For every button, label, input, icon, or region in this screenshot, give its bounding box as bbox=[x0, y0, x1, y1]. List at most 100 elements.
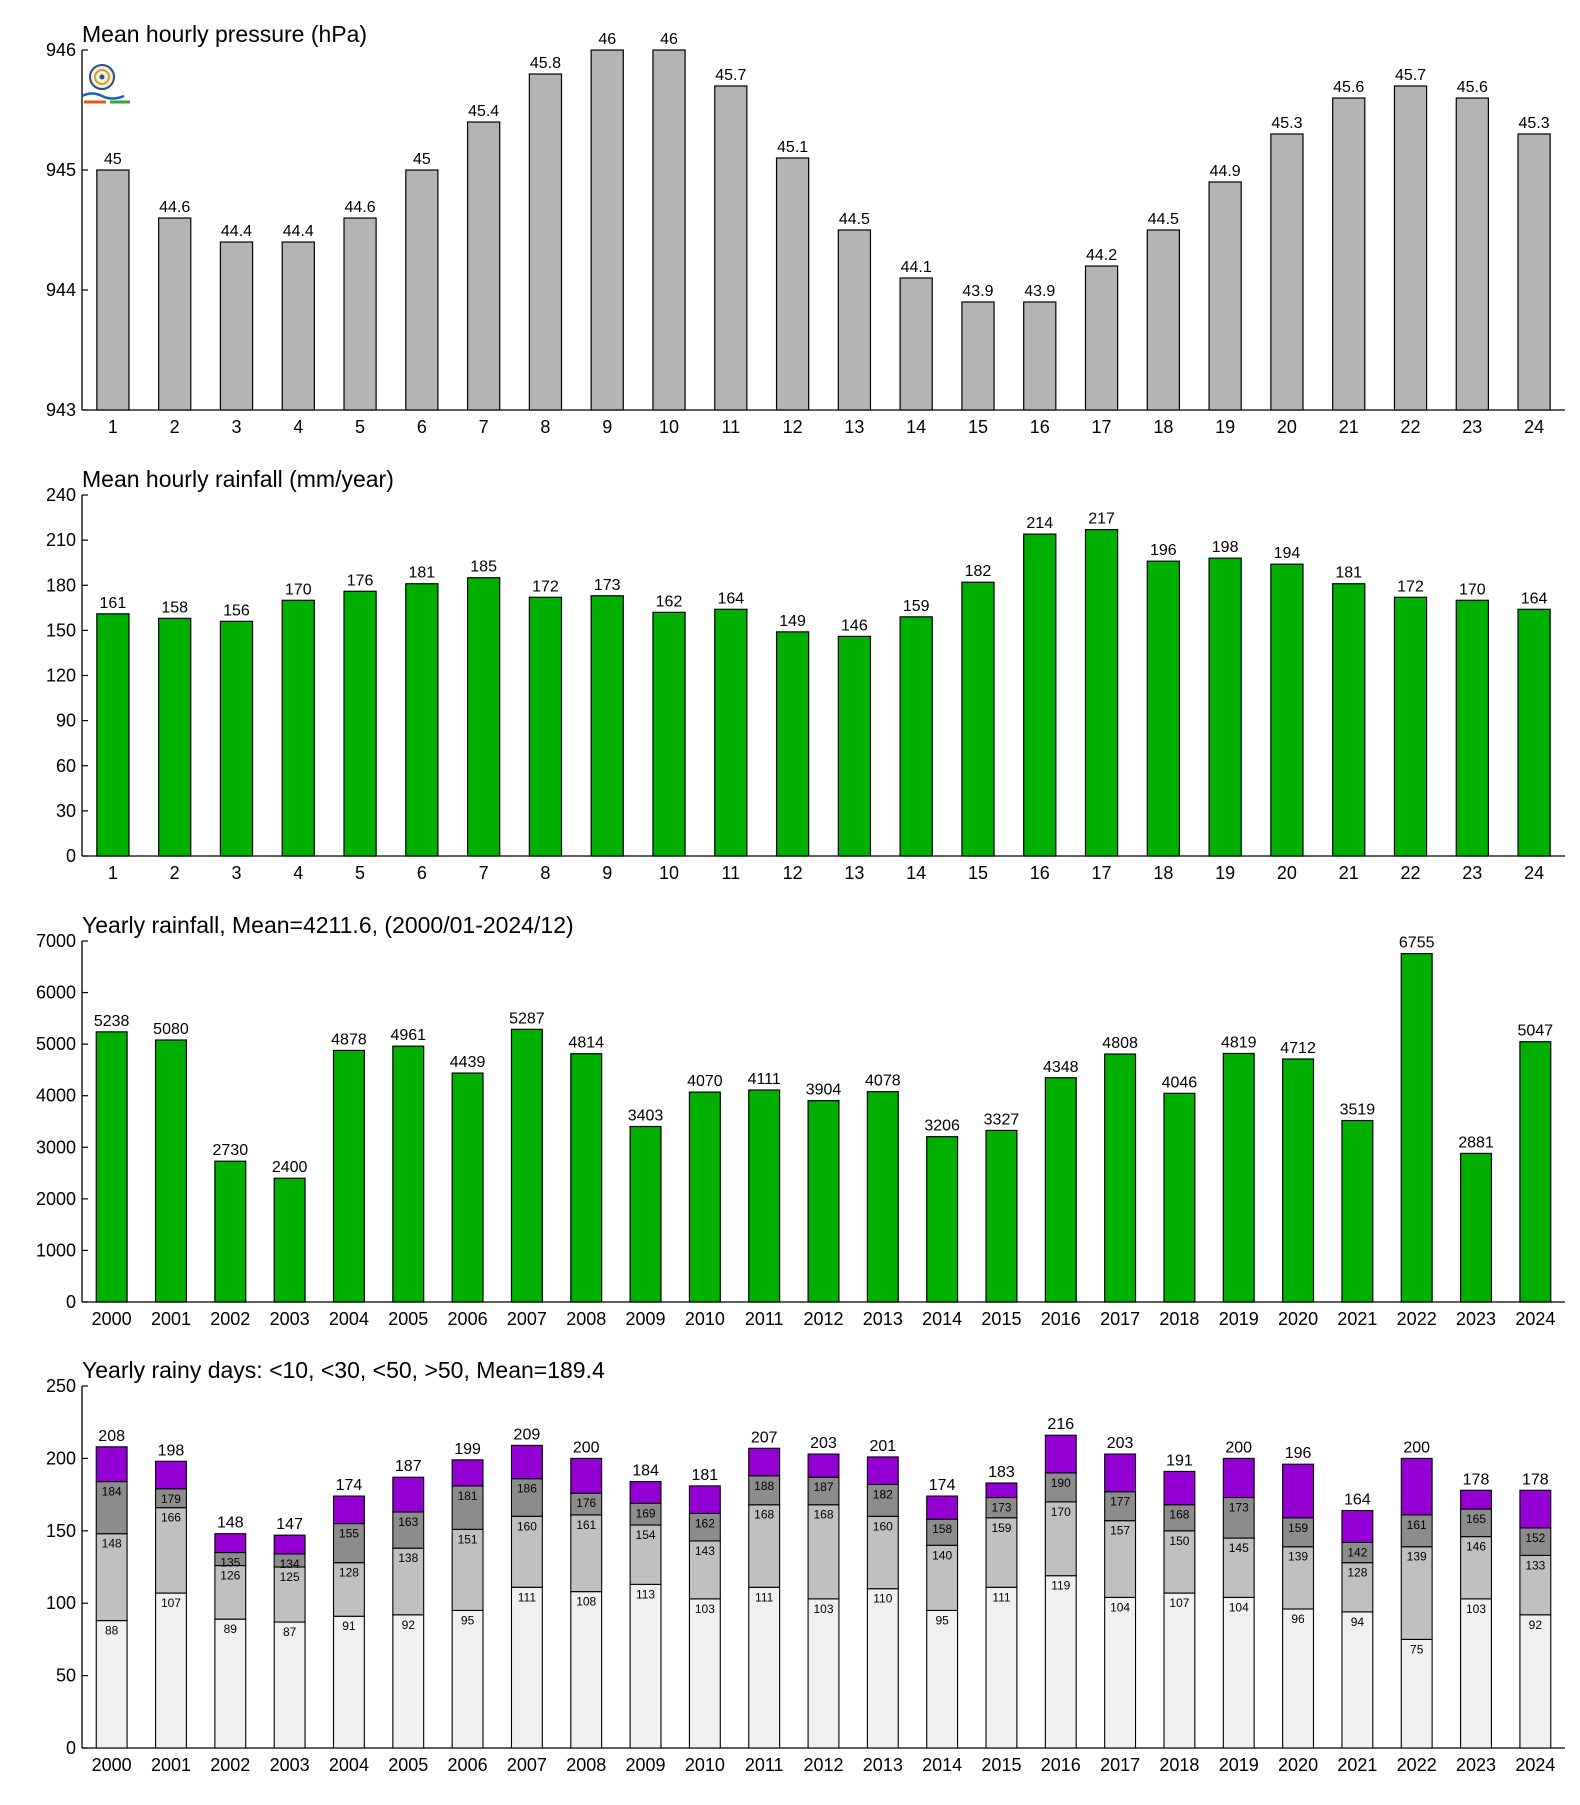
bar bbox=[629, 1125, 662, 1303]
bar-segment-lt10 bbox=[748, 1586, 781, 1749]
bar-value-label: 161 bbox=[100, 595, 127, 612]
y-tick-label: 6000 bbox=[36, 983, 76, 1003]
segment-value-label: 111 bbox=[755, 1590, 774, 1604]
bar-segment-gt50 bbox=[1341, 1509, 1374, 1543]
x-tick-label: 2004 bbox=[329, 1755, 369, 1775]
bar-segment-lt30 bbox=[1044, 1501, 1077, 1577]
bar-value-label: 3519 bbox=[1340, 1102, 1376, 1119]
segment-value-label: 145 bbox=[1229, 1541, 1249, 1555]
x-tick-label: 2017 bbox=[1100, 1755, 1140, 1775]
bar-segment-lt50 bbox=[95, 1481, 128, 1535]
bar-segment-lt30 bbox=[1400, 1546, 1433, 1640]
chart-title: Mean hourly pressure (hPa) bbox=[82, 21, 367, 47]
bar bbox=[961, 581, 995, 857]
bar-segment-lt10 bbox=[1222, 1596, 1255, 1749]
x-tick-label: 6 bbox=[417, 863, 427, 883]
x-tick-label: 21 bbox=[1339, 417, 1359, 437]
x-tick-label: 2021 bbox=[1337, 1755, 1377, 1775]
x-tick-label: 7 bbox=[479, 417, 489, 437]
bar-value-label: 2881 bbox=[1458, 1134, 1494, 1151]
bar-value-label: 45.6 bbox=[1457, 79, 1488, 96]
bar bbox=[1459, 1152, 1493, 1303]
bar-segment-lt10 bbox=[214, 1618, 247, 1749]
bar-segment-lt10 bbox=[926, 1609, 959, 1749]
bar bbox=[1517, 133, 1551, 411]
x-tick-label: 9 bbox=[602, 417, 612, 437]
bar-value-label: 4348 bbox=[1043, 1059, 1079, 1076]
x-tick-label: 2007 bbox=[507, 1755, 547, 1775]
segment-value-label: 158 bbox=[932, 1522, 952, 1536]
y-tick-label: 120 bbox=[46, 666, 76, 686]
bar bbox=[775, 631, 810, 857]
bar-segment-lt10 bbox=[510, 1586, 543, 1749]
y-tick-label: 2000 bbox=[36, 1189, 76, 1209]
bar bbox=[1084, 528, 1119, 857]
bar bbox=[1222, 1052, 1255, 1303]
bar-segment-gt50 bbox=[451, 1459, 484, 1487]
segment-value-label: 111 bbox=[992, 1590, 1011, 1604]
bar bbox=[466, 121, 501, 411]
segment-value-label: 190 bbox=[1051, 1476, 1071, 1490]
y-tick-label: 200 bbox=[46, 1448, 76, 1468]
y-tick-label: 250 bbox=[46, 1376, 76, 1396]
x-tick-label: 2009 bbox=[626, 1309, 666, 1329]
bar-segment-lt30 bbox=[214, 1565, 247, 1620]
x-tick-label: 3 bbox=[231, 417, 241, 437]
bar-total-label: 200 bbox=[573, 1439, 600, 1456]
segment-value-label: 104 bbox=[1110, 1600, 1130, 1614]
bar bbox=[1393, 596, 1428, 857]
x-tick-label: 2015 bbox=[981, 1755, 1021, 1775]
bar-value-label: 176 bbox=[347, 572, 374, 589]
bar-total-label: 181 bbox=[692, 1467, 719, 1484]
bar-segment-gt50 bbox=[332, 1495, 365, 1525]
bar bbox=[1519, 1041, 1552, 1303]
bar-segment-lt50 bbox=[1460, 1508, 1492, 1538]
bar-segment-lt30 bbox=[332, 1562, 365, 1617]
bar-total-label: 196 bbox=[1285, 1445, 1312, 1462]
segment-value-label: 187 bbox=[813, 1480, 833, 1494]
bar bbox=[1208, 181, 1242, 411]
segment-value-label: 91 bbox=[342, 1619, 356, 1633]
bar-value-label: 45.3 bbox=[1271, 115, 1302, 132]
bar-segment-lt50 bbox=[451, 1485, 484, 1530]
bar-total-label: 201 bbox=[869, 1438, 896, 1455]
x-tick-label: 2018 bbox=[1159, 1755, 1199, 1775]
x-tick-label: 22 bbox=[1401, 417, 1421, 437]
bar bbox=[590, 595, 624, 857]
x-tick-label: 3 bbox=[231, 863, 241, 883]
bar-value-label: 44.4 bbox=[283, 223, 314, 240]
bar bbox=[1023, 533, 1057, 857]
bar-segment-lt10 bbox=[866, 1588, 899, 1749]
x-tick-label: 2022 bbox=[1397, 1309, 1437, 1329]
bar-value-label: 4819 bbox=[1221, 1034, 1257, 1051]
bar bbox=[95, 1031, 128, 1303]
y-tick-label: 50 bbox=[56, 1666, 76, 1686]
bar-value-label: 44.2 bbox=[1086, 247, 1117, 264]
y-tick-label: 240 bbox=[46, 485, 76, 505]
bar bbox=[570, 1053, 603, 1303]
bar bbox=[214, 1160, 247, 1303]
x-tick-label: 2021 bbox=[1337, 1309, 1377, 1329]
bar-segment-lt10 bbox=[1044, 1575, 1077, 1749]
bar bbox=[961, 301, 995, 411]
segment-value-label: 154 bbox=[636, 1528, 656, 1542]
bar-segment-lt30 bbox=[748, 1504, 781, 1588]
segment-value-label: 139 bbox=[1288, 1550, 1308, 1564]
x-tick-label: 19 bbox=[1215, 863, 1235, 883]
bar-value-label: 181 bbox=[1335, 565, 1362, 582]
bar-value-label: 194 bbox=[1274, 545, 1301, 562]
x-tick-label: 2004 bbox=[329, 1309, 369, 1329]
bar-segment-lt30 bbox=[1222, 1537, 1255, 1598]
bar-segment-gt50 bbox=[1282, 1463, 1315, 1519]
bar-total-label: 208 bbox=[98, 1428, 125, 1445]
bar-value-label: 172 bbox=[532, 578, 559, 595]
segment-value-label: 111 bbox=[518, 1590, 537, 1604]
bar bbox=[1341, 1119, 1374, 1303]
bar-segment-lt30 bbox=[570, 1514, 603, 1593]
x-tick-label: 10 bbox=[659, 417, 679, 437]
x-tick-label: 18 bbox=[1153, 863, 1173, 883]
bar-value-label: 44.1 bbox=[901, 259, 932, 276]
x-tick-label: 10 bbox=[659, 863, 679, 883]
x-tick-label: 2014 bbox=[922, 1755, 962, 1775]
